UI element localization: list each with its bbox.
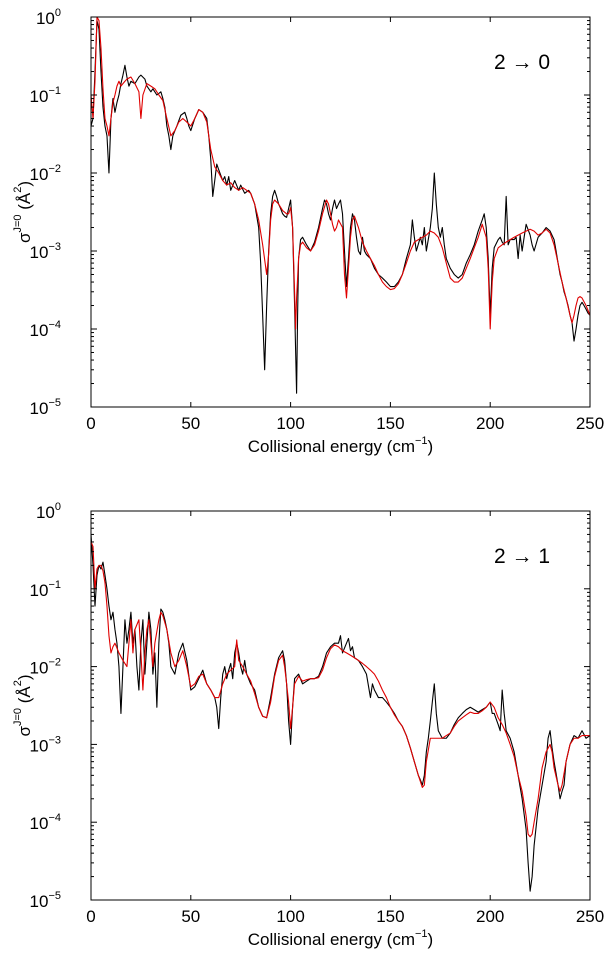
x-axis-label-exponent: −1	[415, 928, 428, 940]
series-red-line	[91, 542, 590, 837]
x-tick-label: 200	[476, 414, 504, 433]
y-tick-label: 100	[36, 7, 61, 28]
y-tick-label: 10−3	[30, 241, 61, 262]
y-tick-base: 10	[36, 9, 55, 28]
y-tick-exponent: −1	[48, 85, 61, 97]
y-tick-label: 10−3	[30, 734, 61, 755]
y-tick-base: 10	[30, 581, 49, 600]
series-black-line	[91, 21, 590, 394]
plot-frame	[91, 17, 590, 407]
x-tick-label: 100	[276, 414, 304, 433]
y-tick-exponent: −3	[48, 241, 61, 253]
y-tick-base: 10	[30, 321, 49, 340]
y-axis-label: σJ=0 (Å2)	[12, 674, 34, 736]
y-axis-label-symbol: σ	[15, 726, 34, 737]
y-axis-label-superscript: J=0	[12, 708, 24, 726]
y-tick-label: 10−4	[30, 812, 61, 833]
plot-frame	[91, 511, 590, 900]
series-black-line	[91, 534, 590, 891]
x-axis-label: Collisional energy (cm−1)	[248, 928, 433, 949]
y-tick-base: 10	[30, 892, 49, 911]
x-axis-label-end: )	[428, 437, 434, 456]
x-tick-label: 250	[576, 414, 604, 433]
series-group	[91, 534, 590, 891]
y-tick-base: 10	[30, 736, 49, 755]
x-axis-label-end: )	[428, 930, 434, 949]
y-axis-label-symbol: σ	[15, 232, 34, 243]
y-tick-label: 10−2	[30, 163, 61, 184]
y-axis-label-end: )	[15, 674, 34, 680]
y-axis-label-unit: (Å	[15, 192, 34, 214]
y-tick-exponent: −2	[48, 163, 61, 175]
y-tick-label: 10−1	[30, 85, 61, 106]
transition-annotation: 2 → 0	[494, 51, 550, 74]
x-axis-label: Collisional energy (cm−1)	[248, 435, 433, 456]
y-axis-label: σJ=0 (Å2)	[12, 181, 34, 243]
x-axis-label-text: Collisional energy (cm	[248, 930, 415, 949]
x-axis-label-text: Collisional energy (cm	[248, 437, 415, 456]
y-tick-label: 10−1	[30, 579, 61, 600]
y-tick-exponent: −3	[48, 734, 61, 746]
x-tick-label: 250	[576, 907, 604, 926]
panel-top: 0 50 100 150 200 25010−510−410−310−210−1100Co…	[12, 7, 604, 456]
x-axis-label-exponent: −1	[415, 435, 428, 447]
y-tick-base: 10	[30, 399, 49, 418]
y-tick-label: 10−4	[30, 319, 61, 340]
y-tick-label: 10−5	[30, 890, 61, 911]
y-tick-label: 100	[36, 501, 61, 522]
y-tick-base: 10	[36, 503, 55, 522]
y-tick-exponent: 0	[55, 501, 61, 513]
transition-annotation: 2 → 1	[494, 545, 550, 568]
y-tick-exponent: −2	[48, 657, 61, 669]
x-tick-label: 150	[376, 414, 404, 433]
x-tick-label: 50	[181, 414, 200, 433]
y-axis-label-unit: (Å	[15, 686, 34, 708]
y-axis-label-superscript: J=0	[12, 214, 24, 232]
x-tick-label: 150	[376, 907, 404, 926]
y-tick-exponent: −5	[48, 890, 61, 902]
y-tick-exponent: −1	[48, 579, 61, 591]
x-tick-label: 0	[86, 414, 95, 433]
x-tick-label: 200	[476, 907, 504, 926]
y-tick-base: 10	[30, 87, 49, 106]
panel-bottom: 0 50 100 150 200 25010−510−410−310−210−1100Co…	[12, 501, 604, 949]
x-tick-label: 100	[276, 907, 304, 926]
y-tick-exponent: −4	[48, 812, 61, 824]
y-tick-exponent: 0	[55, 7, 61, 19]
y-tick-label: 10−2	[30, 657, 61, 678]
y-tick-exponent: −4	[48, 319, 61, 331]
x-tick-label: 0	[86, 907, 95, 926]
y-tick-exponent: −5	[48, 397, 61, 409]
y-tick-base: 10	[30, 243, 49, 262]
y-tick-label: 10−5	[30, 397, 61, 418]
x-tick-label: 50	[181, 907, 200, 926]
y-axis-label-end: )	[15, 181, 34, 187]
y-tick-base: 10	[30, 814, 49, 833]
